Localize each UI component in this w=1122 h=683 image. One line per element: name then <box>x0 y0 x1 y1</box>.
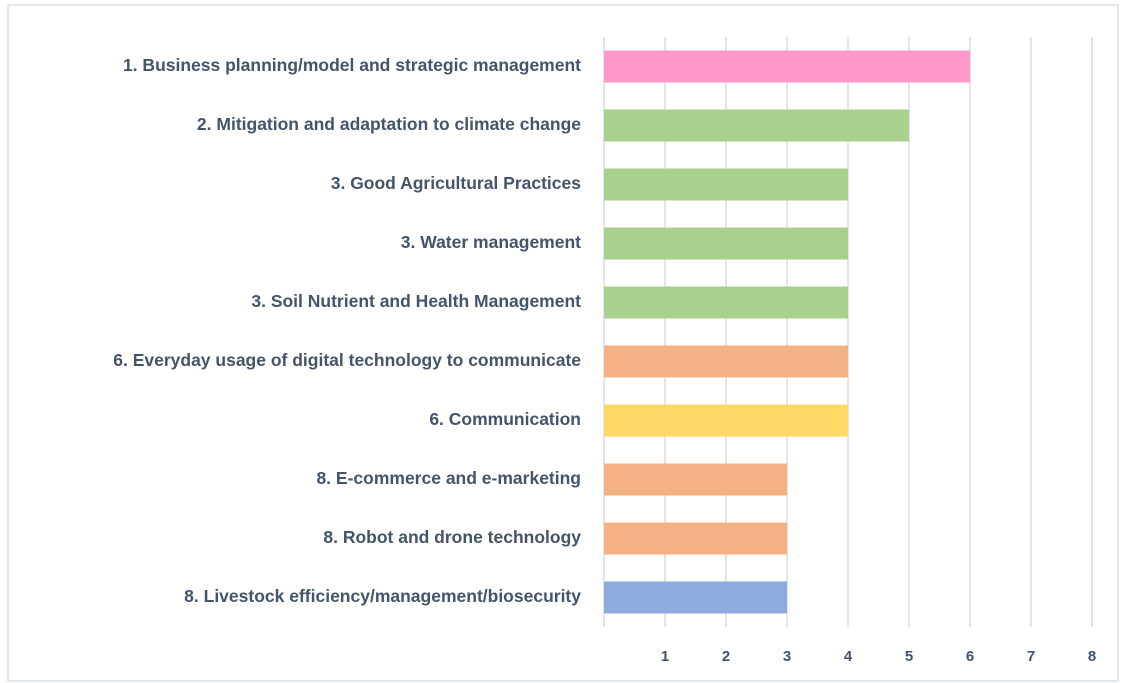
bar <box>604 286 848 319</box>
x-tick-label: 2 <box>722 648 730 665</box>
frame <box>7 4 1119 682</box>
y-tick-label: 1. Business planning/model and strategic… <box>123 55 581 75</box>
y-tick-label: 6. Everyday usage of digital technology … <box>113 350 581 370</box>
bar <box>604 404 848 437</box>
x-tick-label: 7 <box>1027 648 1035 665</box>
bar <box>604 50 970 83</box>
y-tick-label: 2. Mitigation and adaptation to climate … <box>197 114 581 134</box>
bar <box>604 463 787 496</box>
x-tick-label: 8 <box>1088 648 1096 665</box>
bar <box>604 522 787 555</box>
y-tick-label: 6. Communication <box>429 409 581 429</box>
bar <box>604 227 848 260</box>
bar <box>604 109 909 142</box>
bar <box>604 581 787 614</box>
y-tick-label: 3. Soil Nutrient and Health Management <box>251 291 581 311</box>
y-tick-label: 8. E-commerce and e-marketing <box>316 468 581 488</box>
y-tick-label: 3. Good Agricultural Practices <box>331 173 582 193</box>
bar <box>604 345 848 378</box>
bar <box>604 168 848 201</box>
x-tick-label: 3 <box>783 648 791 665</box>
y-tick-label: 8. Livestock efficiency/management/biose… <box>184 586 581 606</box>
x-tick-label: 4 <box>844 648 853 665</box>
y-tick-label: 3. Water management <box>401 232 581 252</box>
x-tick-label: 6 <box>966 648 974 665</box>
y-tick-label: 8. Robot and drone technology <box>323 527 581 547</box>
x-tick-label: 1 <box>661 648 669 665</box>
x-tick-label: 5 <box>905 648 913 665</box>
